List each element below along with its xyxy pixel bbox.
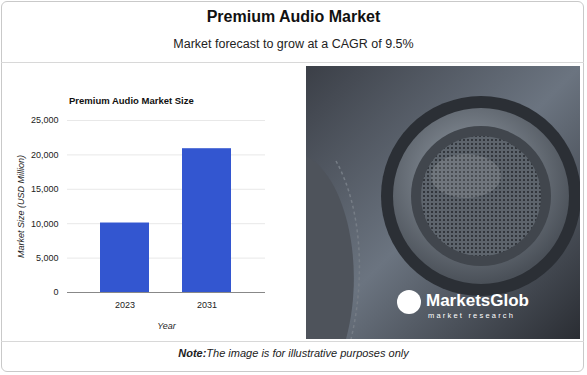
svg-text:15,000: 15,000 (31, 184, 59, 194)
html-text:Market forecast to grow at a C: Market forecast to grow at a CAGR of 9.5… (173, 37, 414, 51)
svg-text:10,000: 10,000 (31, 219, 59, 229)
html-text:Premium Audio Market Size: Premium Audio Market Size (69, 95, 194, 106)
html-text:Note: The image is for illustr: Note: The image is for illustrative purp… (178, 347, 409, 359)
svg-text:20,000: 20,000 (31, 150, 59, 160)
svg-text:5,000: 5,000 (36, 253, 59, 263)
svg-text:0: 0 (53, 287, 58, 297)
html-text:Premium Audio Market: Premium Audio Market (206, 8, 381, 25)
svg-text:Year: Year (157, 321, 177, 331)
svg-text:2023: 2023 (115, 300, 135, 310)
svg-text:25,000: 25,000 (31, 115, 59, 125)
svg-text:2031: 2031 (197, 300, 217, 310)
svg-text:MarketsGlob: MarketsGlob (426, 291, 529, 310)
svg-text:market research: market research (428, 311, 515, 320)
svg-text:Market Size (USD Million): Market Size (USD Million) (16, 155, 26, 258)
